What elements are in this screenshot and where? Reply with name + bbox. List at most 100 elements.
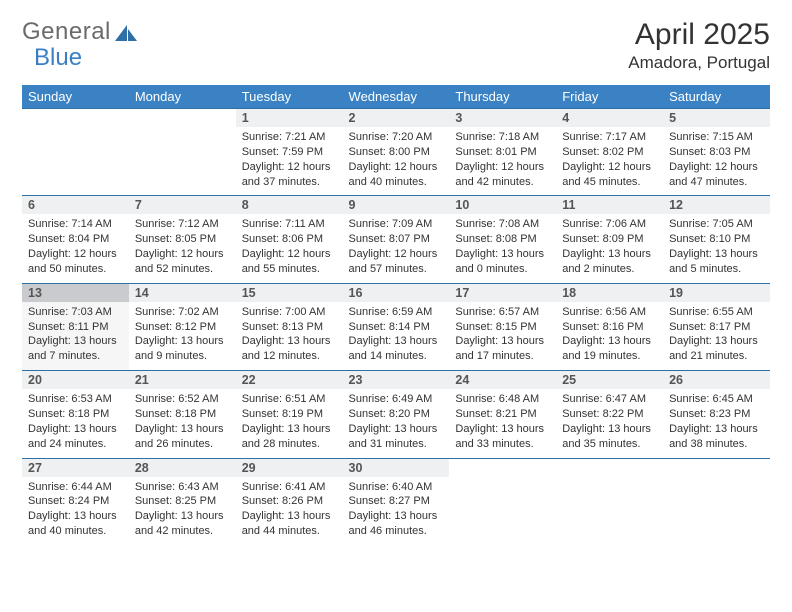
- day-content-cell: [663, 477, 770, 545]
- day-number-cell: 23: [343, 371, 450, 390]
- day-number-cell: [449, 458, 556, 477]
- day-content-cell: Sunrise: 6:56 AMSunset: 8:16 PMDaylight:…: [556, 302, 663, 371]
- day-number-cell: [663, 458, 770, 477]
- sunset-line: Sunset: 8:24 PM: [28, 495, 109, 507]
- sunrise-line: Sunrise: 7:09 AM: [349, 218, 433, 230]
- day-content-cell: Sunrise: 6:49 AMSunset: 8:20 PMDaylight:…: [343, 389, 450, 458]
- day-content-cell: Sunrise: 7:11 AMSunset: 8:06 PMDaylight:…: [236, 214, 343, 283]
- day-number-cell: 19: [663, 283, 770, 302]
- daylight-line: Daylight: 12 hours and 55 minutes.: [242, 248, 331, 275]
- sunrise-line: Sunrise: 7:06 AM: [562, 218, 646, 230]
- day-number-cell: 8: [236, 196, 343, 215]
- daylight-line: Daylight: 13 hours and 14 minutes.: [349, 335, 438, 362]
- daylight-line: Daylight: 12 hours and 42 minutes.: [455, 161, 544, 188]
- day-number-cell: 14: [129, 283, 236, 302]
- sunset-line: Sunset: 8:27 PM: [349, 495, 430, 507]
- day-number-cell: 13: [22, 283, 129, 302]
- sunset-line: Sunset: 8:22 PM: [562, 408, 643, 420]
- day-number-cell: [556, 458, 663, 477]
- day-content-cell: Sunrise: 7:02 AMSunset: 8:12 PMDaylight:…: [129, 302, 236, 371]
- day-number-row: 12345: [22, 109, 770, 128]
- day-content-row: Sunrise: 7:14 AMSunset: 8:04 PMDaylight:…: [22, 214, 770, 283]
- daylight-line: Daylight: 12 hours and 40 minutes.: [349, 161, 438, 188]
- logo-sail-icon: [113, 22, 139, 42]
- sunset-line: Sunset: 8:23 PM: [669, 408, 750, 420]
- day-content-cell: Sunrise: 6:53 AMSunset: 8:18 PMDaylight:…: [22, 389, 129, 458]
- sunrise-line: Sunrise: 6:59 AM: [349, 306, 433, 318]
- day-number-cell: 15: [236, 283, 343, 302]
- day-number-cell: 24: [449, 371, 556, 390]
- sunset-line: Sunset: 8:25 PM: [135, 495, 216, 507]
- day-number-cell: 10: [449, 196, 556, 215]
- sunset-line: Sunset: 8:08 PM: [455, 233, 536, 245]
- sunrise-line: Sunrise: 6:55 AM: [669, 306, 753, 318]
- day-number-cell: 16: [343, 283, 450, 302]
- sunrise-line: Sunrise: 7:02 AM: [135, 306, 219, 318]
- day-number-cell: 20: [22, 371, 129, 390]
- day-content-cell: [22, 127, 129, 196]
- daylight-line: Daylight: 12 hours and 45 minutes.: [562, 161, 651, 188]
- sunrise-line: Sunrise: 6:51 AM: [242, 393, 326, 405]
- day-number-row: 20212223242526: [22, 371, 770, 390]
- calendar-body: 12345Sunrise: 7:21 AMSunset: 7:59 PMDayl…: [22, 109, 770, 545]
- sunrise-line: Sunrise: 6:56 AM: [562, 306, 646, 318]
- day-number-cell: 27: [22, 458, 129, 477]
- sunrise-line: Sunrise: 6:44 AM: [28, 481, 112, 493]
- calendar-table: SundayMondayTuesdayWednesdayThursdayFrid…: [22, 85, 770, 545]
- day-number-cell: 9: [343, 196, 450, 215]
- day-content-cell: Sunrise: 7:12 AMSunset: 8:05 PMDaylight:…: [129, 214, 236, 283]
- daylight-line: Daylight: 12 hours and 47 minutes.: [669, 161, 758, 188]
- day-number-cell: 29: [236, 458, 343, 477]
- day-content-cell: Sunrise: 7:21 AMSunset: 7:59 PMDaylight:…: [236, 127, 343, 196]
- daylight-line: Daylight: 13 hours and 31 minutes.: [349, 423, 438, 450]
- day-number-cell: 7: [129, 196, 236, 215]
- sunset-line: Sunset: 8:18 PM: [135, 408, 216, 420]
- daylight-line: Daylight: 13 hours and 33 minutes.: [455, 423, 544, 450]
- day-content-cell: Sunrise: 7:03 AMSunset: 8:11 PMDaylight:…: [22, 302, 129, 371]
- sunrise-line: Sunrise: 7:18 AM: [455, 131, 539, 143]
- weekday-header: Monday: [129, 85, 236, 109]
- day-content-cell: Sunrise: 6:40 AMSunset: 8:27 PMDaylight:…: [343, 477, 450, 545]
- day-number-row: 13141516171819: [22, 283, 770, 302]
- sunrise-line: Sunrise: 6:53 AM: [28, 393, 112, 405]
- sunset-line: Sunset: 8:00 PM: [349, 146, 430, 158]
- day-content-cell: Sunrise: 6:48 AMSunset: 8:21 PMDaylight:…: [449, 389, 556, 458]
- daylight-line: Daylight: 13 hours and 38 minutes.: [669, 423, 758, 450]
- sunset-line: Sunset: 8:11 PM: [28, 321, 109, 333]
- sunset-line: Sunset: 8:17 PM: [669, 321, 750, 333]
- daylight-line: Daylight: 13 hours and 9 minutes.: [135, 335, 224, 362]
- sunset-line: Sunset: 8:01 PM: [455, 146, 536, 158]
- day-content-cell: [449, 477, 556, 545]
- sunrise-line: Sunrise: 6:43 AM: [135, 481, 219, 493]
- weekday-header: Wednesday: [343, 85, 450, 109]
- day-number-cell: 6: [22, 196, 129, 215]
- day-number-cell: 17: [449, 283, 556, 302]
- day-content-cell: Sunrise: 7:09 AMSunset: 8:07 PMDaylight:…: [343, 214, 450, 283]
- sunset-line: Sunset: 8:03 PM: [669, 146, 750, 158]
- day-content-cell: Sunrise: 6:57 AMSunset: 8:15 PMDaylight:…: [449, 302, 556, 371]
- day-number-cell: [22, 109, 129, 128]
- day-number-cell: 1: [236, 109, 343, 128]
- daylight-line: Daylight: 13 hours and 26 minutes.: [135, 423, 224, 450]
- sunrise-line: Sunrise: 7:05 AM: [669, 218, 753, 230]
- sunrise-line: Sunrise: 7:20 AM: [349, 131, 433, 143]
- sunset-line: Sunset: 8:04 PM: [28, 233, 109, 245]
- day-number-cell: 28: [129, 458, 236, 477]
- daylight-line: Daylight: 13 hours and 28 minutes.: [242, 423, 331, 450]
- day-content-cell: Sunrise: 6:45 AMSunset: 8:23 PMDaylight:…: [663, 389, 770, 458]
- day-content-cell: Sunrise: 7:15 AMSunset: 8:03 PMDaylight:…: [663, 127, 770, 196]
- sunrise-line: Sunrise: 6:49 AM: [349, 393, 433, 405]
- daylight-line: Daylight: 12 hours and 50 minutes.: [28, 248, 117, 275]
- sunset-line: Sunset: 8:16 PM: [562, 321, 643, 333]
- day-number-cell: 5: [663, 109, 770, 128]
- calendar-head: SundayMondayTuesdayWednesdayThursdayFrid…: [22, 85, 770, 109]
- day-number-cell: 4: [556, 109, 663, 128]
- daylight-line: Daylight: 13 hours and 12 minutes.: [242, 335, 331, 362]
- day-number-row: 6789101112: [22, 196, 770, 215]
- day-content-cell: Sunrise: 7:00 AMSunset: 8:13 PMDaylight:…: [236, 302, 343, 371]
- header: General April 2025 Amadora, Portugal: [22, 18, 770, 73]
- sunset-line: Sunset: 8:19 PM: [242, 408, 323, 420]
- day-content-cell: Sunrise: 7:14 AMSunset: 8:04 PMDaylight:…: [22, 214, 129, 283]
- sunset-line: Sunset: 8:05 PM: [135, 233, 216, 245]
- day-content-cell: Sunrise: 7:06 AMSunset: 8:09 PMDaylight:…: [556, 214, 663, 283]
